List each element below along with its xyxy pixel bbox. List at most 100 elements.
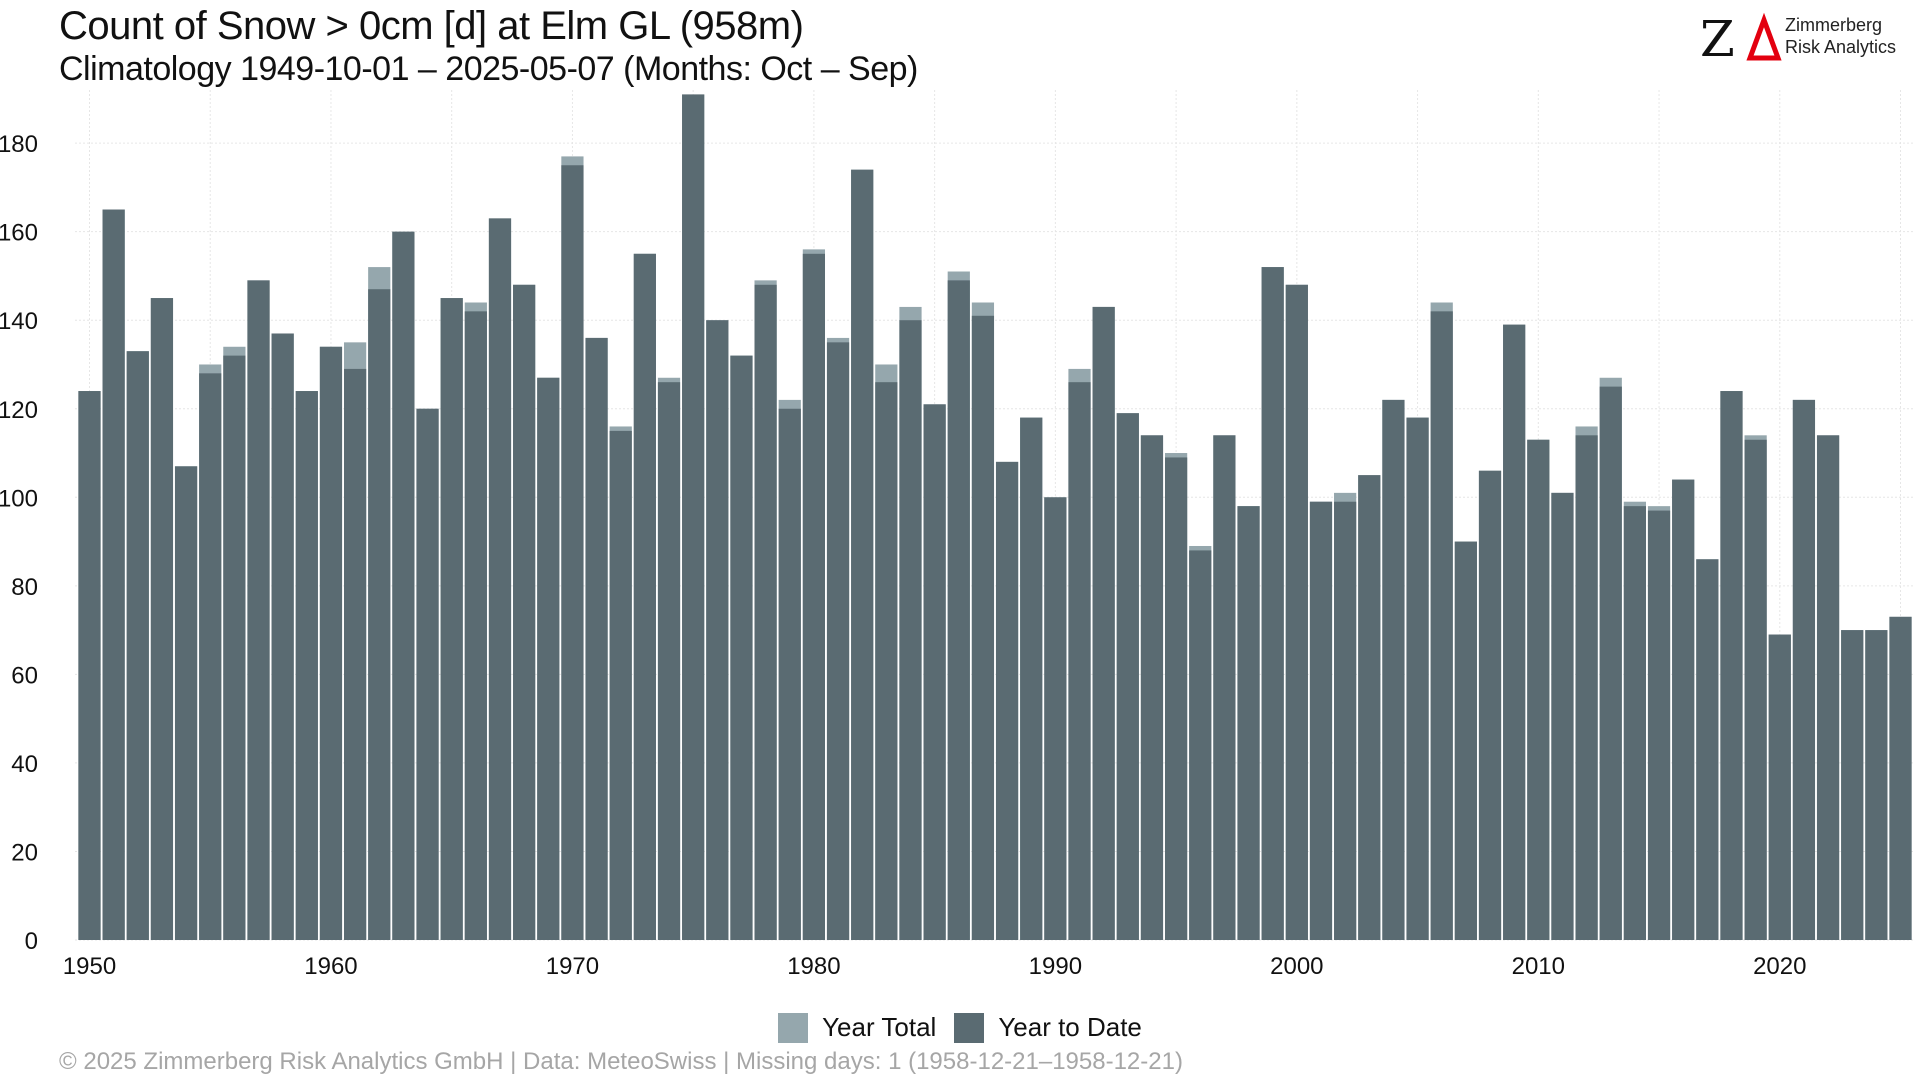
logo-mark-z: Z — [1700, 10, 1735, 68]
bar-ytd-1967 — [488, 218, 512, 940]
bar-ytd-1951 — [102, 209, 125, 940]
bar-ytd-1957 — [247, 280, 270, 940]
bar-ytd-1988 — [995, 461, 1019, 940]
bar-ytd-1978 — [754, 284, 777, 941]
y-tick-label: 60 — [11, 662, 38, 689]
y-tick-label: 80 — [11, 574, 38, 601]
bar-ytd-2024 — [1865, 630, 1888, 940]
bar-ytd-1952 — [126, 351, 149, 941]
bar-ytd-2022 — [1816, 435, 1840, 940]
logo-text: Zimmerberg Risk Analytics — [1785, 14, 1896, 58]
bar-ytd-1989 — [1020, 417, 1043, 941]
x-tick-label: 1990 — [1029, 953, 1082, 980]
bar-ytd-1980 — [802, 253, 826, 941]
bar-ytd-1985 — [923, 404, 946, 941]
x-tick-label: 2010 — [1512, 953, 1565, 980]
legend-label-total: Year Total — [822, 1012, 937, 1042]
bar-ytd-1994 — [1140, 435, 1164, 940]
x-tick-label: 2000 — [1270, 953, 1323, 980]
bar-ytd-1959 — [295, 391, 318, 941]
legend-swatch-ytd — [954, 1012, 985, 1043]
bar-ytd-2004 — [1382, 399, 1405, 940]
y-tick-label: 40 — [11, 751, 38, 778]
bar-ytd-2016 — [1672, 479, 1695, 940]
bar-ytd-2009 — [1503, 324, 1526, 941]
bar-ytd-1964 — [416, 408, 439, 940]
bar-ytd-1975 — [682, 94, 705, 941]
bar-ytd-1974 — [657, 382, 681, 940]
y-tick-label: 0 — [25, 928, 38, 955]
bar-ytd-1976 — [706, 320, 729, 940]
legend-item-year-total: Year Total — [778, 1012, 936, 1043]
bar-ytd-2015 — [1647, 510, 1671, 940]
legend-label-ytd: Year to Date — [998, 1012, 1142, 1042]
bar-ytd-2001 — [1309, 501, 1333, 940]
bar-ytd-1996 — [1189, 550, 1212, 940]
bar-ytd-2011 — [1551, 492, 1574, 940]
x-tick-label: 2020 — [1753, 953, 1806, 980]
bar-ytd-1956 — [223, 355, 246, 940]
company-logo: Z — [1700, 10, 1782, 68]
bar-ytd-2007 — [1454, 541, 1477, 940]
y-tick-label: 100 — [0, 485, 38, 512]
chart-subtitle: Climatology 1949-10-01 – 2025-05-07 (Mon… — [59, 50, 918, 88]
bar-ytd-2008 — [1478, 470, 1502, 940]
bar-ytd-1979 — [778, 408, 801, 940]
bar-ytd-2010 — [1527, 439, 1550, 940]
bar-ytd-2017 — [1696, 559, 1719, 940]
bar-ytd-2003 — [1358, 475, 1381, 940]
bar-ytd-1984 — [899, 320, 922, 940]
footer-credits: © 2025 Zimmerberg Risk Analytics GmbH | … — [59, 1048, 1183, 1075]
bar-ytd-1986 — [947, 280, 970, 940]
bar-ytd-1982 — [851, 169, 874, 940]
y-tick-label: 140 — [0, 308, 38, 335]
bar-ytd-1998 — [1237, 506, 1260, 940]
y-tick-label: 160 — [0, 220, 38, 247]
bar-ytd-1992 — [1092, 306, 1115, 940]
bar-ytd-1962 — [368, 289, 391, 940]
bar-ytd-1960 — [319, 346, 343, 940]
bar-ytd-1953 — [150, 298, 174, 941]
bar-ytd-1981 — [826, 342, 850, 940]
logo-line1: Zimmerberg — [1785, 15, 1883, 35]
bar-ytd-1983 — [875, 382, 898, 940]
y-tick-label: 180 — [0, 131, 38, 158]
bar-ytd-2000 — [1285, 284, 1308, 941]
bar-chart: 0 20 40 60 80 100 120 140 160 180 1950 1960 1970 1980… — [0, 90, 1915, 980]
bar-ytd-1993 — [1116, 413, 1139, 940]
bar-ytd-1968 — [513, 284, 536, 941]
bar-ytd-1977 — [730, 355, 753, 940]
bar-ytd-1997 — [1213, 435, 1236, 940]
bar-ytd-1972 — [609, 430, 632, 940]
bar-ytd-2006 — [1430, 311, 1453, 941]
bar-ytd-2020 — [1768, 634, 1791, 940]
bar-ytd-1966 — [464, 311, 487, 941]
bar-ytd-1965 — [440, 298, 463, 941]
bar-ytd-1958 — [271, 333, 294, 940]
bar-ytd-2013 — [1599, 386, 1622, 940]
chart-legend: Year Total Year to Date — [0, 1012, 1920, 1043]
bar-ytd-2012 — [1575, 435, 1598, 940]
bar-ytd-1954 — [174, 466, 198, 940]
bar-ytd-2023 — [1841, 630, 1864, 940]
bar-ytd-1971 — [585, 337, 608, 941]
x-tick-label: 1960 — [304, 953, 357, 980]
bar-ytd-1955 — [199, 373, 222, 940]
bar-ytd-1950 — [78, 391, 101, 941]
bar-ytd-1987 — [971, 315, 995, 940]
bar-ytd-1961 — [343, 368, 367, 940]
bar-ytd-2021 — [1792, 399, 1816, 940]
bar-ytd-1995 — [1164, 457, 1188, 940]
bar-ytd-1991 — [1068, 382, 1091, 940]
bar-ytd-2018 — [1720, 391, 1743, 941]
bar-ytd-2005 — [1406, 417, 1429, 941]
bar-ytd-1990 — [1044, 497, 1067, 940]
bar-ytd-1999 — [1261, 267, 1284, 940]
bar-ytd-2002 — [1334, 501, 1357, 940]
y-tick-label: 20 — [11, 839, 38, 866]
legend-item-year-to-date: Year to Date — [954, 1012, 1142, 1043]
bar-ytd-2014 — [1623, 506, 1647, 940]
x-tick-label: 1950 — [63, 953, 116, 980]
bar-ytd-1963 — [392, 231, 415, 940]
bar-ytd-2025 — [1889, 616, 1912, 940]
